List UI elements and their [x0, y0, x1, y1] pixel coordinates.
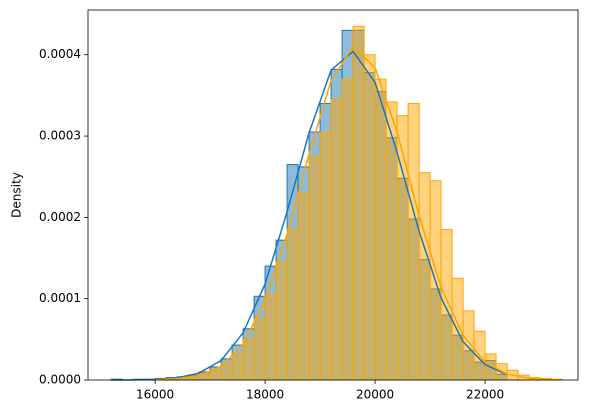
histogram-bar	[418, 172, 431, 381]
histogram-bar	[363, 54, 376, 381]
x-tick-label: 22000	[466, 388, 504, 402]
histogram-bar	[242, 338, 255, 381]
y-tick-label: 0.0000	[39, 373, 81, 387]
histogram-bar	[352, 25, 365, 381]
plot-frame	[87, 9, 579, 381]
histogram-bar	[253, 318, 266, 381]
histogram-bar	[407, 103, 420, 381]
x-tick-label: 18000	[246, 388, 284, 402]
y-tick-label: 0.0004	[39, 47, 81, 61]
kde-line	[155, 45, 552, 381]
histogram-bar	[319, 131, 332, 381]
histogram-bar	[231, 353, 244, 381]
histogram-bar	[297, 192, 310, 381]
x-tick-label: 16000	[136, 388, 174, 402]
y-tick-label: 0.0003	[39, 129, 81, 143]
y-axis-label: Density	[10, 172, 24, 218]
histogram-bar	[374, 78, 387, 381]
histogram-bar	[341, 78, 354, 381]
histogram-bar	[330, 98, 343, 381]
y-tick-label: 0.0002	[39, 210, 81, 224]
histogram-bar	[462, 310, 475, 381]
histogram-bar	[220, 363, 233, 381]
histogram-bar	[440, 229, 453, 381]
histogram-bar	[264, 294, 277, 381]
histogram-bar	[275, 261, 288, 381]
histogram-bar	[308, 155, 321, 381]
histogram-bar	[385, 101, 398, 381]
histogram-bar	[286, 229, 299, 381]
y-tick-label: 0.0001	[39, 291, 81, 305]
histogram-bar	[209, 369, 222, 381]
x-tick-label: 20000	[356, 388, 394, 402]
kde-line	[111, 50, 508, 381]
